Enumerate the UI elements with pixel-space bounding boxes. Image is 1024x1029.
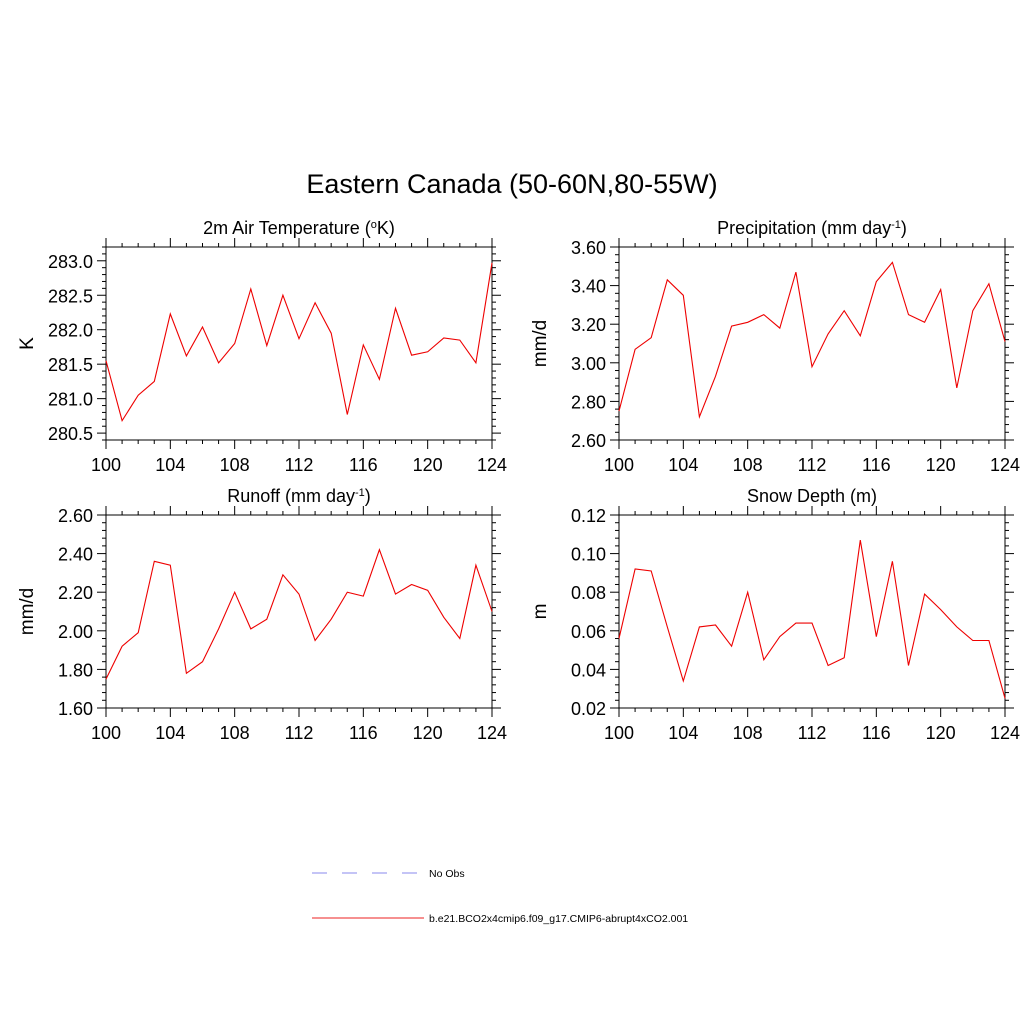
legend-label: No Obs xyxy=(429,868,465,880)
x-tick-label: 116 xyxy=(349,455,378,475)
y-tick-label: 0.12 xyxy=(571,506,606,526)
x-tick-label: 108 xyxy=(220,455,250,475)
x-tick-label: 100 xyxy=(91,455,121,475)
y-tick-label: 1.60 xyxy=(58,699,93,719)
y-tick-label: 282.0 xyxy=(48,321,93,341)
panel-title: Snow Depth (m) xyxy=(747,486,877,506)
figure-title: Eastern Canada (50-60N,80-55W) xyxy=(306,169,717,199)
y-tick-label: 3.60 xyxy=(571,238,606,258)
y-tick-label: 0.06 xyxy=(571,622,606,642)
y-tick-label: 1.80 xyxy=(58,660,93,680)
y-tick-label: 3.20 xyxy=(571,315,606,335)
y-tick-label: 0.10 xyxy=(571,545,606,565)
chart-panel-2: Precipitation (mm day-1) mm/d 100 104 108 112… xyxy=(530,218,1020,475)
x-tick-label: 112 xyxy=(285,455,314,475)
y-tick-label: 3.00 xyxy=(571,354,606,374)
x-tick-label: 116 xyxy=(349,723,378,743)
x-tick-label: 120 xyxy=(413,723,443,743)
y-tick-label: 2.40 xyxy=(58,545,93,565)
x-tick-label: 120 xyxy=(926,455,956,475)
x-tick-label: 104 xyxy=(155,723,185,743)
y-tick-label: 0.08 xyxy=(571,583,606,603)
y-tick-label: 0.02 xyxy=(571,699,606,719)
y-tick-label: 3.40 xyxy=(571,277,606,297)
series-line xyxy=(105,548,493,680)
panels: 2m Air Temperature (oK) K 100 104 108 112 116 1… xyxy=(17,218,1020,743)
plot-frame xyxy=(105,514,493,709)
panel-title: 2m Air Temperature (oK) xyxy=(203,218,395,238)
y-axis-label: mm/d xyxy=(530,320,551,368)
legend-label: b.e21.BCO2x4cmip6.f09_g17.CMIP6-abrupt4x… xyxy=(429,913,688,925)
x-tick-label: 104 xyxy=(155,455,185,475)
x-tick-label: 104 xyxy=(668,455,698,475)
x-tick-label: 116 xyxy=(862,723,891,743)
y-tick-label: 281.5 xyxy=(48,355,93,375)
x-tick-label: 116 xyxy=(862,455,891,475)
panel-title: Precipitation (mm day-1) xyxy=(717,218,907,238)
y-tick-label: 2.80 xyxy=(571,392,606,412)
chart-panel-1: 2m Air Temperature (oK) K 100 104 108 112 116 1… xyxy=(17,218,507,475)
x-tick-label: 120 xyxy=(926,723,956,743)
plot-frame xyxy=(105,246,493,441)
y-axis-label: mm/d xyxy=(17,588,38,636)
x-tick-label: 112 xyxy=(285,723,314,743)
x-tick-label: 124 xyxy=(990,723,1020,743)
x-tick-label: 100 xyxy=(604,723,634,743)
plot-frame xyxy=(618,514,1006,709)
x-tick-label: 108 xyxy=(733,455,763,475)
x-tick-label: 124 xyxy=(477,723,507,743)
y-tick-label: 2.60 xyxy=(58,506,93,526)
y-tick-label: 280.5 xyxy=(48,424,93,444)
x-tick-label: 112 xyxy=(798,723,827,743)
series-line xyxy=(618,261,1006,419)
chart-panel-4: Snow Depth (m) m 100 104 108 112 116 120 124 0.02… xyxy=(530,486,1020,743)
panel-title: Runoff (mm day-1) xyxy=(227,486,371,506)
y-tick-label: 281.0 xyxy=(48,390,93,410)
y-tick-label: 0.04 xyxy=(571,660,606,680)
y-axis-label: m xyxy=(530,604,551,620)
x-tick-label: 108 xyxy=(733,723,763,743)
x-tick-label: 124 xyxy=(990,455,1020,475)
x-tick-label: 120 xyxy=(413,455,443,475)
plot-frame xyxy=(618,246,1006,441)
series-line xyxy=(105,262,493,423)
y-tick-label: 2.00 xyxy=(58,622,93,642)
x-tick-label: 100 xyxy=(604,455,634,475)
series-line xyxy=(618,540,1006,699)
y-tick-label: 2.60 xyxy=(571,431,606,451)
x-tick-label: 100 xyxy=(91,723,121,743)
x-tick-label: 104 xyxy=(668,723,698,743)
chart-panel-3: Runoff (mm day-1) mm/d 100 104 108 112 116 120 1… xyxy=(17,486,507,743)
x-tick-label: 112 xyxy=(798,455,827,475)
y-tick-label: 283.0 xyxy=(48,252,93,272)
y-tick-label: 2.20 xyxy=(58,583,93,603)
legend: No Obs b.e21.BCO2x4cmip6.f09_g17.CMIP6-ab… xyxy=(312,868,688,925)
x-tick-label: 108 xyxy=(220,723,250,743)
y-axis-label: K xyxy=(17,337,38,350)
y-tick-label: 282.5 xyxy=(48,286,93,306)
x-tick-label: 124 xyxy=(477,455,507,475)
